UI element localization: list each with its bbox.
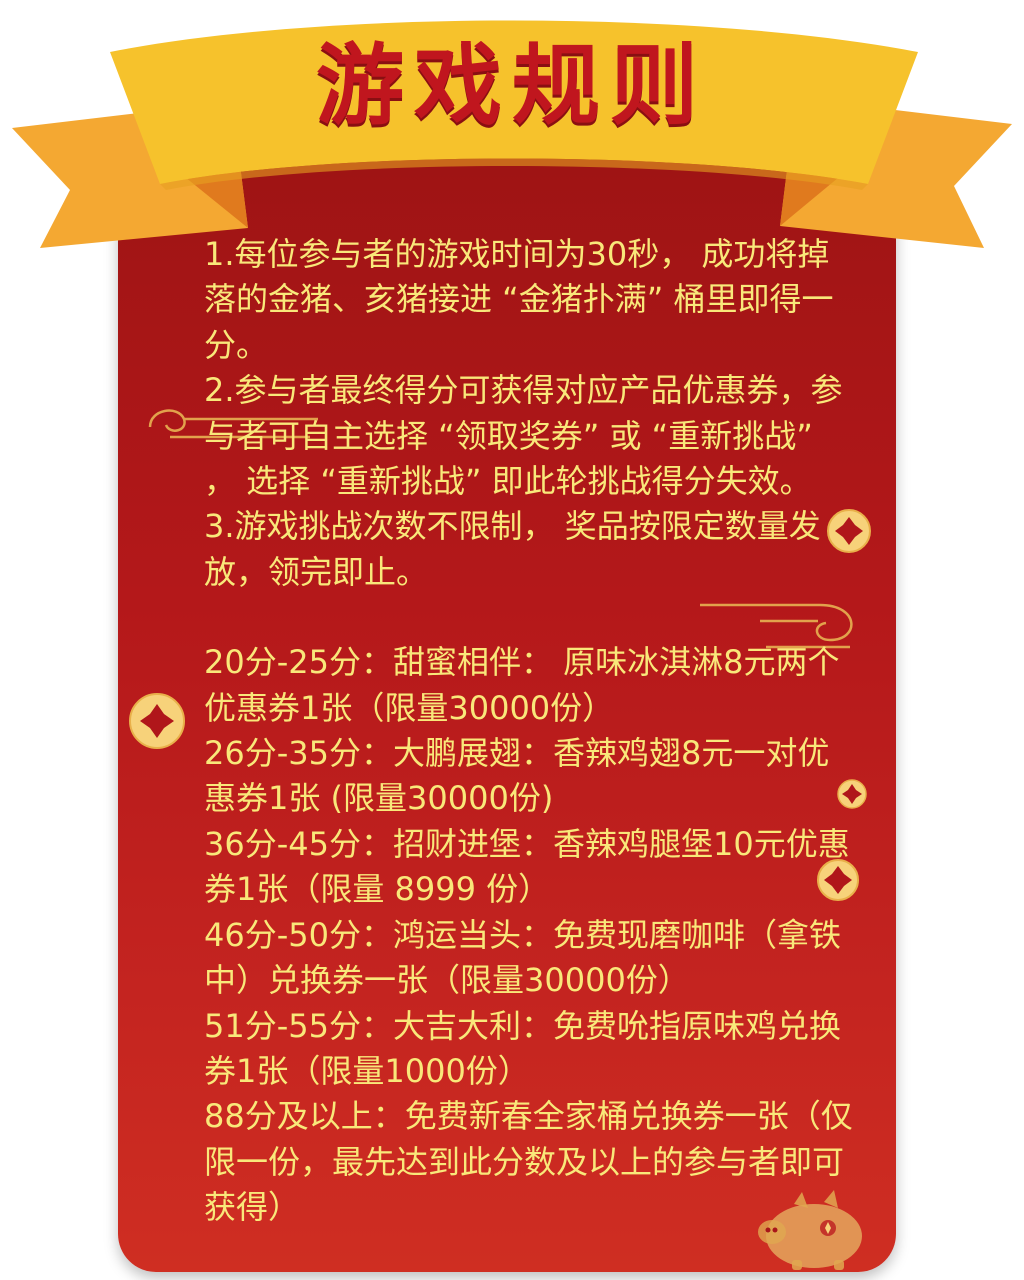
cloud-swirl-right-decoration xyxy=(700,603,853,649)
coin-icon xyxy=(817,859,859,901)
coin-icon xyxy=(837,779,867,809)
cloud-swirl-left-decoration xyxy=(148,409,318,439)
rules-panel xyxy=(118,150,896,1272)
prize-item: 88分及以上：免费新春全家桶兑换券一张（仅限一份，最先达到此分数及以上的参与者即… xyxy=(204,1097,853,1227)
prize-item: 51分-55分：大吉大利：免费吮指原味鸡兑换券1张（限量1000份） xyxy=(204,1006,841,1090)
rules-content: 1.每位参与者的游戏时间为30秒， 成功将掉落的金猪、亥猪接进 “金猪扑满” 桶… xyxy=(204,232,854,1231)
rule-item: 1.每位参与者的游戏时间为30秒， 成功将掉落的金猪、亥猪接进 “金猪扑满” 桶… xyxy=(204,235,834,364)
prize-item: 46分-50分：鸿运当头：免费现磨咖啡（拿铁中）兑换券一张（限量30000份） xyxy=(204,915,841,1000)
rule-item: 3.游戏挑战次数不限制， 奖品按限定数量发放，领完即止。 xyxy=(204,507,821,591)
page-title: 游戏规则 xyxy=(315,33,708,137)
prize-item: 26分-35分：大鹏展翅：香辣鸡翅8元一对优惠券1张 (限量30000份) xyxy=(204,734,830,818)
rule-item: 2.参与者最终得分可获得对应产品优惠券，参与者可自主选择 “领取奖券” 或 “重… xyxy=(204,371,843,501)
coin-icon xyxy=(129,693,185,749)
prize-item: 36分-45分：招财进堡：香辣鸡腿堡10元优惠券1张（限量 8999 份） xyxy=(204,824,850,909)
pig-icon xyxy=(758,1190,862,1270)
coin-icon xyxy=(827,509,871,553)
section-spacer xyxy=(204,595,854,640)
title-ribbon-banner xyxy=(12,20,1012,248)
prize-item: 20分-25分：甜蜜相伴： 原味冰淇淋8元两个优惠券1张（限量30000份） xyxy=(204,643,840,727)
